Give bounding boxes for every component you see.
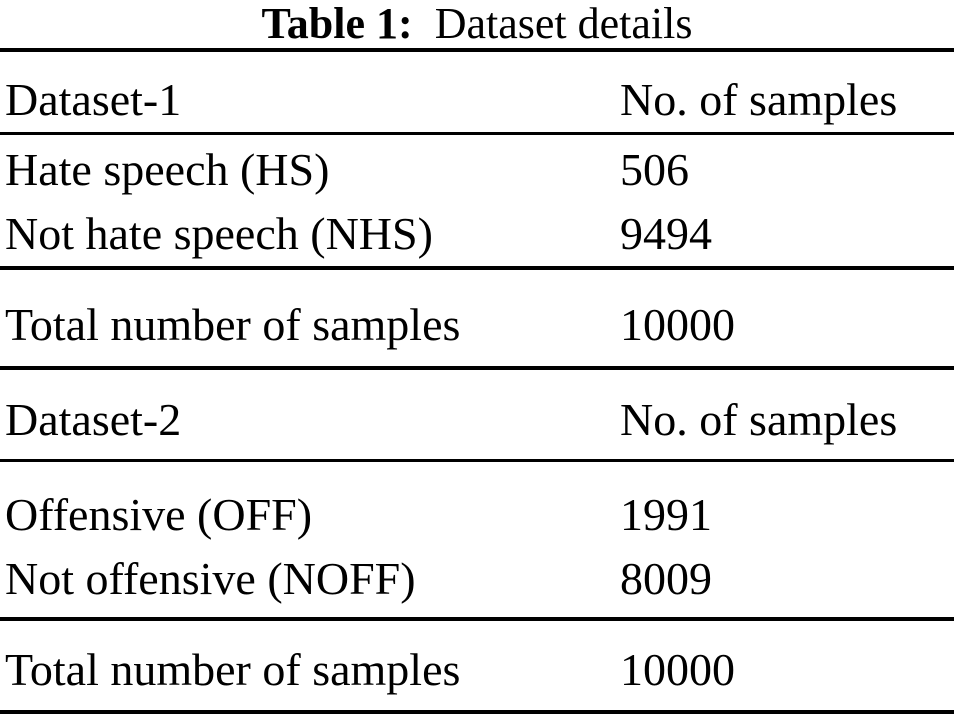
row-value: 8009 [620, 553, 712, 604]
table-caption-title: Dataset details [434, 0, 693, 48]
mid-rule-1 [0, 266, 954, 270]
column-header-dataset2: Dataset-2 [5, 394, 182, 445]
mid-rule-2 [0, 617, 954, 621]
column-header-samples-2: No. of samples [620, 394, 898, 445]
table-row-total-1: Total number of samples 10000 [0, 270, 954, 366]
bottom-rule [0, 710, 954, 714]
row-label: Hate speech (HS) [5, 144, 330, 195]
header-rule-2 [0, 459, 954, 462]
row-value: 9494 [620, 208, 712, 259]
table-row-header-dataset2: Dataset-2 No. of samples [0, 370, 954, 459]
table-row-total-2: Total number of samples 10000 [0, 621, 954, 710]
header-rule-1 [0, 132, 954, 135]
row-value: 506 [620, 144, 689, 195]
table-caption: Table 1: Dataset details [0, 0, 954, 48]
table-caption-label: Table 1: [261, 0, 413, 48]
total-label: Total number of samples [5, 299, 461, 350]
table-row: Not offensive (NOFF) 8009 [0, 547, 954, 611]
row-label: Not hate speech (NHS) [5, 208, 433, 259]
table-row: Hate speech (HS) 506 [0, 135, 954, 202]
section-divider-rule [0, 366, 954, 370]
total-value: 10000 [620, 644, 735, 695]
column-header-samples-1: No. of samples [620, 74, 898, 125]
total-value: 10000 [620, 299, 735, 350]
table-row-header-dataset1: Dataset-1 No. of samples [0, 52, 954, 132]
row-label: Offensive (OFF) [5, 489, 313, 540]
column-header-dataset1: Dataset-1 [5, 74, 182, 125]
row-label: Not offensive (NOFF) [5, 553, 416, 604]
total-label: Total number of samples [5, 644, 461, 695]
table-row: Offensive (OFF) 1991 [0, 462, 954, 547]
top-rule [0, 48, 954, 52]
table-row: Not hate speech (NHS) 9494 [0, 202, 954, 266]
row-value: 1991 [620, 489, 712, 540]
